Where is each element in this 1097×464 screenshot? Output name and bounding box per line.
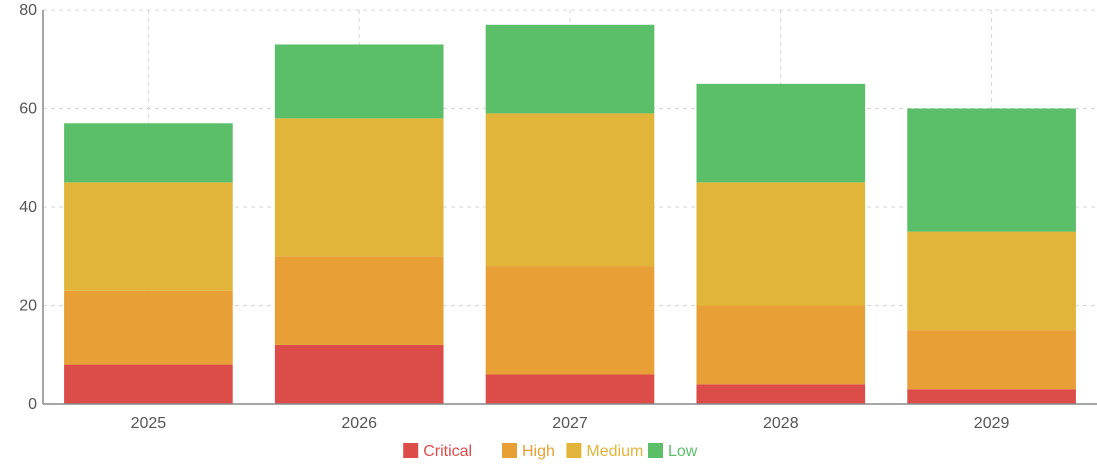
x-tick-label: 2025: [131, 415, 167, 432]
bar-segment-low-2027[interactable]: [485, 24, 655, 114]
bar-segment-high-2029[interactable]: [907, 330, 1076, 390]
x-tick-label: 2028: [763, 415, 799, 432]
axes: [42, 10, 1097, 405]
bar-segment-medium-2027[interactable]: [485, 113, 655, 267]
y-tick-label: 40: [19, 199, 37, 216]
bar-segment-critical-2027[interactable]: [485, 374, 655, 404]
y-tick-label: 20: [19, 298, 37, 315]
bar-segment-critical-2028[interactable]: [696, 384, 866, 404]
legend-item-medium[interactable]: Medium: [566, 443, 643, 460]
legend-swatch: [566, 443, 582, 458]
bar-segment-low-2029[interactable]: [907, 108, 1076, 232]
bar-segment-high-2027[interactable]: [485, 266, 655, 375]
y-tick-label: 80: [19, 2, 37, 19]
bar-segment-low-2025[interactable]: [64, 123, 233, 183]
legend-item-low[interactable]: Low: [648, 443, 698, 460]
tick-labels: 0 20 40 60 80 2025 2026 2027 2028 2029: [19, 2, 1009, 432]
bar-segment-low-2026[interactable]: [274, 44, 444, 119]
legend-label: Critical: [423, 443, 472, 460]
x-tick-label: 2027: [552, 415, 588, 432]
x-tick-label: 2026: [341, 415, 377, 432]
legend-item-critical[interactable]: Critical: [403, 443, 472, 460]
legend-swatch: [502, 443, 517, 458]
legend-label: Medium: [586, 443, 643, 460]
bar-segment-critical-2026[interactable]: [274, 344, 444, 404]
bar-segment-critical-2029[interactable]: [907, 389, 1076, 404]
bar-segment-medium-2026[interactable]: [274, 118, 444, 257]
bar-segment-high-2025[interactable]: [64, 290, 233, 365]
legend-label: High: [522, 443, 555, 460]
legend-label: Low: [668, 443, 698, 460]
bars: [64, 24, 1076, 404]
bar-segment-medium-2029[interactable]: [907, 231, 1076, 331]
bar-segment-medium-2025[interactable]: [64, 182, 233, 291]
legend-item-high[interactable]: High: [502, 443, 555, 460]
legend[interactable]: Critical High Medium Low: [403, 443, 698, 460]
y-tick-label: 60: [19, 101, 37, 118]
bar-segment-medium-2028[interactable]: [696, 182, 866, 306]
bar-segment-critical-2025[interactable]: [64, 364, 233, 404]
legend-swatch: [648, 443, 663, 458]
bar-segment-high-2026[interactable]: [274, 256, 444, 345]
bar-segment-low-2028[interactable]: [696, 83, 866, 183]
x-tick-label: 2029: [974, 415, 1010, 432]
bar-segment-high-2028[interactable]: [696, 305, 866, 385]
legend-swatch: [403, 443, 419, 458]
y-tick-label: 0: [28, 396, 37, 413]
